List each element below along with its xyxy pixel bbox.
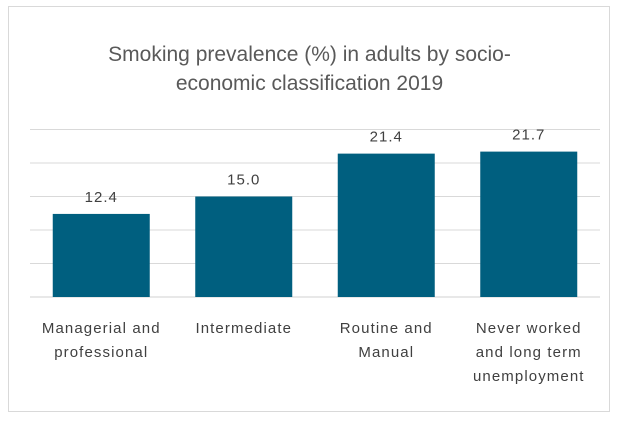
chart-title-line-1: Smoking prevalence (%) in adults by soci…: [108, 43, 511, 66]
data-labels: 12.4 15.0 21.4 21.7: [85, 127, 545, 206]
bar: [480, 151, 578, 297]
data-label: 15.0: [227, 172, 260, 189]
category-label: and long term: [476, 344, 582, 361]
category-label: Never worked: [476, 320, 582, 337]
bar: [337, 153, 435, 297]
data-label: 12.4: [85, 189, 118, 206]
category-label: Intermediate: [195, 320, 292, 337]
chart-title: Smoking prevalence (%) in adults by soci…: [0, 40, 619, 98]
category-label: Manual: [358, 344, 414, 361]
bar: [52, 213, 150, 297]
bar: [195, 196, 293, 297]
category-label: professional: [54, 344, 148, 361]
category-label: Routine and: [340, 320, 433, 337]
category-labels: Managerial and professional Intermediate Ro…: [42, 320, 585, 385]
bars: [52, 151, 578, 297]
chart-title-line-2: economic classification 2019: [175, 72, 444, 95]
data-label: 21.7: [512, 127, 545, 144]
category-label: Managerial and: [42, 320, 161, 337]
category-label: unemployment: [473, 368, 585, 385]
data-label: 21.4: [370, 129, 403, 146]
